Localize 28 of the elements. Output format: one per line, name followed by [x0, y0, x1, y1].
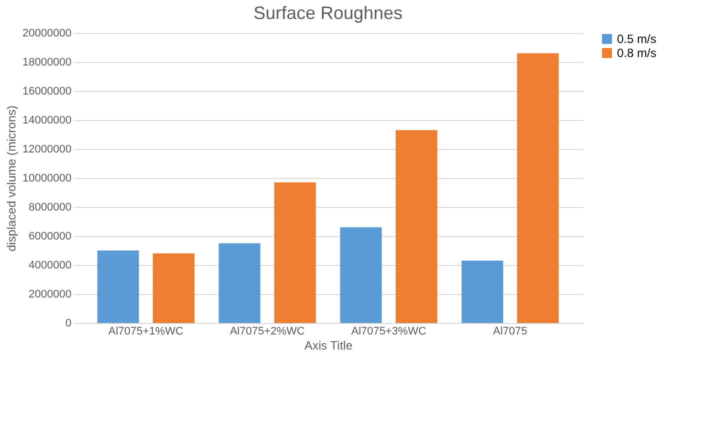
y-tick-label: 2000000	[28, 288, 72, 300]
y-axis-title: displaced volume (microns)	[4, 105, 19, 252]
bar	[340, 227, 382, 323]
bar	[97, 250, 139, 323]
x-axis-title: Axis Title	[304, 338, 353, 352]
bar	[396, 130, 438, 323]
y-tick-label: 12000000	[22, 144, 72, 156]
bar	[517, 53, 559, 323]
y-tick-label: 16000000	[22, 86, 72, 98]
y-tick-label: 14000000	[22, 114, 72, 126]
y-tick-label: 6000000	[28, 230, 72, 242]
y-tick-label: 8000000	[28, 202, 72, 214]
x-tick-label: Al7075+1%WC	[108, 326, 184, 338]
y-tick-label: 4000000	[28, 260, 72, 272]
x-tick-label: Al7075+3%WC	[351, 326, 426, 338]
y-tick-label: 20000000	[22, 28, 72, 40]
y-tick-label: 0	[65, 318, 72, 330]
bar	[462, 260, 504, 323]
x-tick-label: Al7075+2%WC	[230, 326, 305, 338]
bar	[274, 182, 316, 323]
legend-label: 0.5 m/s	[617, 32, 656, 46]
y-tick-label: 10000000	[22, 172, 72, 184]
legend-label: 0.8 m/s	[617, 46, 656, 60]
bar	[152, 253, 194, 323]
chart-title: Surface Roughnes	[253, 3, 403, 23]
bar	[218, 243, 260, 323]
x-tick-label: Al7075	[493, 326, 528, 338]
y-tick-label: 18000000	[22, 56, 72, 68]
